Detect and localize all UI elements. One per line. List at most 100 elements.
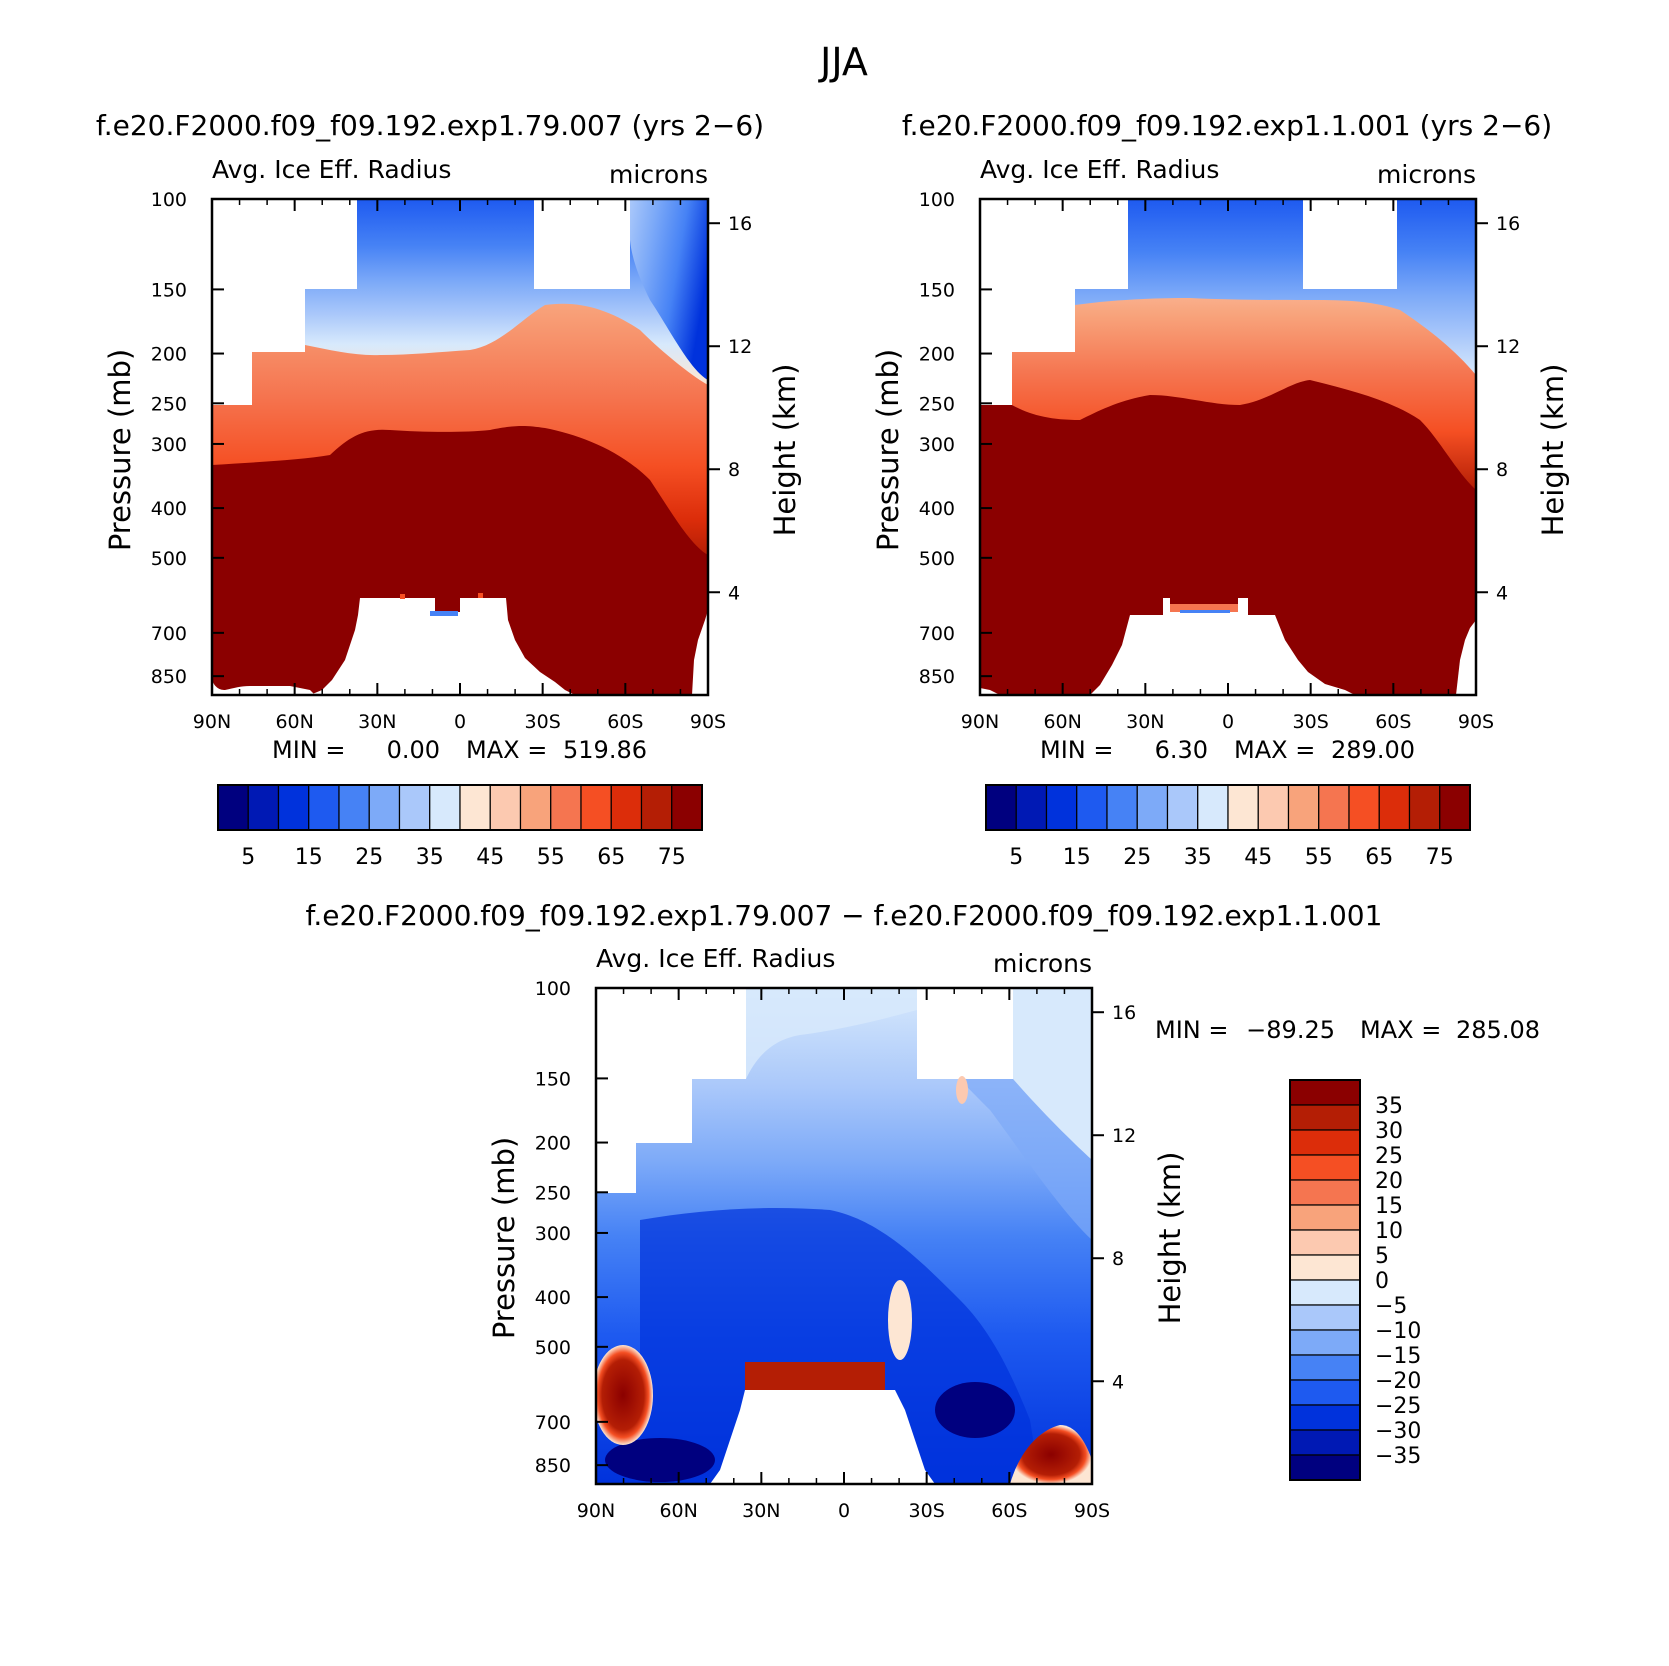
colorbar-box <box>1289 1404 1361 1431</box>
missing-data-surface <box>1090 598 1355 695</box>
colorbar-label: 75 <box>658 845 686 870</box>
y-tick-label: 850 <box>151 666 187 688</box>
colorbar-box <box>217 784 249 831</box>
x-tick-label: 90N <box>193 711 231 733</box>
colorbar-box <box>1439 784 1471 831</box>
panel-top-right: f.e20.F2000.f09_f09.192.exp1.1.001 (yrs … <box>871 109 1570 870</box>
y-tick-label: 250 <box>535 1182 571 1204</box>
y2-axis-label: Height (km) <box>768 364 802 537</box>
colorbar-box <box>985 784 1017 831</box>
colorbar-box <box>1348 784 1380 831</box>
y-tick-label: 200 <box>535 1133 571 1155</box>
colorbar-box <box>459 784 491 831</box>
colorbar: 5 15 25 35 45 55 65 75 <box>985 784 1471 870</box>
y-tick-label: 300 <box>535 1223 571 1245</box>
x-tick-label: 60N <box>1043 711 1081 733</box>
contour-band-light <box>1013 988 1092 1160</box>
y-tick-label: 850 <box>919 666 955 688</box>
y-tick-label: 850 <box>535 1455 571 1477</box>
figure-title: JJA <box>818 40 868 84</box>
colorbar-box <box>368 784 401 831</box>
y2-tick-label: 12 <box>728 336 752 358</box>
x-tick-label: 30N <box>358 711 396 733</box>
colorbar-box <box>1289 1454 1361 1481</box>
colorbar-box <box>398 784 431 831</box>
y-tick-label: 150 <box>535 1068 571 1090</box>
colorbar-box <box>1227 784 1259 831</box>
colorbar-box <box>1289 1379 1361 1406</box>
colorbar-box <box>489 784 522 831</box>
contour-artifact <box>1170 604 1238 612</box>
colorbar-label: 25 <box>1375 1144 1403 1169</box>
missing-data-surface <box>710 1390 935 1484</box>
y2-axis-label: Height (km) <box>1153 1152 1187 1325</box>
units-label: microns <box>993 949 1092 978</box>
contour-field <box>212 199 708 695</box>
colorbar-box <box>338 784 370 831</box>
y2-tick-label: 8 <box>728 459 740 481</box>
contour-band-light <box>746 988 917 1079</box>
colorbar-label: 30 <box>1375 1119 1403 1144</box>
colorbar-label: −35 <box>1375 1444 1421 1469</box>
panel-top-left: f.e20.F2000.f09_f09.192.exp1.79.007 (yrs… <box>96 109 802 870</box>
y2-tick-label: 12 <box>1112 1125 1136 1147</box>
colorbar-label: 20 <box>1375 1169 1403 1194</box>
stats-max: 289.00 <box>1331 736 1415 764</box>
colorbar-label: 65 <box>1365 845 1393 870</box>
panel-title: f.e20.F2000.f09_f09.192.exp1.79.007 (yrs… <box>96 109 764 142</box>
stats-min: 6.30 <box>1155 736 1208 764</box>
contour-warm-anomaly <box>745 1362 885 1392</box>
colorbar: 5 15 25 35 45 55 65 75 <box>217 784 703 870</box>
y-tick-label: 250 <box>919 393 955 415</box>
colorbar-box <box>1257 784 1290 831</box>
panel-difference: f.e20.F2000.f09_f09.192.exp1.79.007 − f.… <box>306 899 1540 1522</box>
colorbar-frame <box>1289 1079 1361 1481</box>
contour-warm-anomaly <box>1010 1425 1092 1484</box>
x-tick-label: 90S <box>1074 1500 1110 1522</box>
stats-max-label: MAX = <box>466 736 547 764</box>
y2-tick-label: 16 <box>728 213 752 235</box>
colorbar-label: 45 <box>476 845 504 870</box>
colorbar-label: 35 <box>1375 1094 1403 1119</box>
y-tick-label: 700 <box>535 1412 571 1434</box>
x-tick-label: 0 <box>838 1500 850 1522</box>
contour-field <box>596 988 1092 1484</box>
x-tick-label: 0 <box>1222 711 1234 733</box>
colorbar-box <box>550 784 582 831</box>
x-tick-label: 30S <box>1293 711 1329 733</box>
colorbar-box <box>1197 784 1229 831</box>
y-tick-label: 400 <box>919 498 955 520</box>
y-tick-label: 100 <box>535 978 571 1000</box>
x-tick-label: 90N <box>961 711 999 733</box>
y2-axis-label: Height (km) <box>1536 364 1570 537</box>
colorbar-box <box>610 784 643 831</box>
colorbar-box <box>1289 1179 1361 1206</box>
colorbar-label: 35 <box>416 845 444 870</box>
colorbar-label: −15 <box>1375 1344 1421 1369</box>
colorbar-box <box>1289 1079 1361 1106</box>
x-tick-label: 30S <box>525 711 561 733</box>
colorbar-label: 75 <box>1426 845 1454 870</box>
colorbar-box <box>277 784 310 831</box>
colorbar-box <box>1378 784 1411 831</box>
y2-tick-label: 4 <box>1112 1371 1124 1393</box>
colorbar-box <box>1076 784 1108 831</box>
colorbar-label: 25 <box>355 845 383 870</box>
colorbar-label: 0 <box>1375 1269 1389 1294</box>
panel-title: f.e20.F2000.f09_f09.192.exp1.1.001 (yrs … <box>902 109 1552 142</box>
x-tick-label: 60S <box>991 1500 1027 1522</box>
colorbar-box <box>671 784 703 831</box>
y-tick-label: 150 <box>919 279 955 301</box>
stats-max: 519.86 <box>563 736 647 764</box>
contour-artifact <box>1180 610 1230 613</box>
missing-data-surface <box>1456 620 1476 695</box>
y-tick-label: 400 <box>151 498 187 520</box>
colorbar-label: −10 <box>1375 1319 1421 1344</box>
x-tick-label: 60S <box>1375 711 1411 733</box>
colorbar-box <box>1289 1279 1361 1306</box>
colorbar-box <box>1289 1129 1361 1156</box>
y-tick-label: 700 <box>151 623 187 645</box>
colorbar-box <box>308 784 340 831</box>
